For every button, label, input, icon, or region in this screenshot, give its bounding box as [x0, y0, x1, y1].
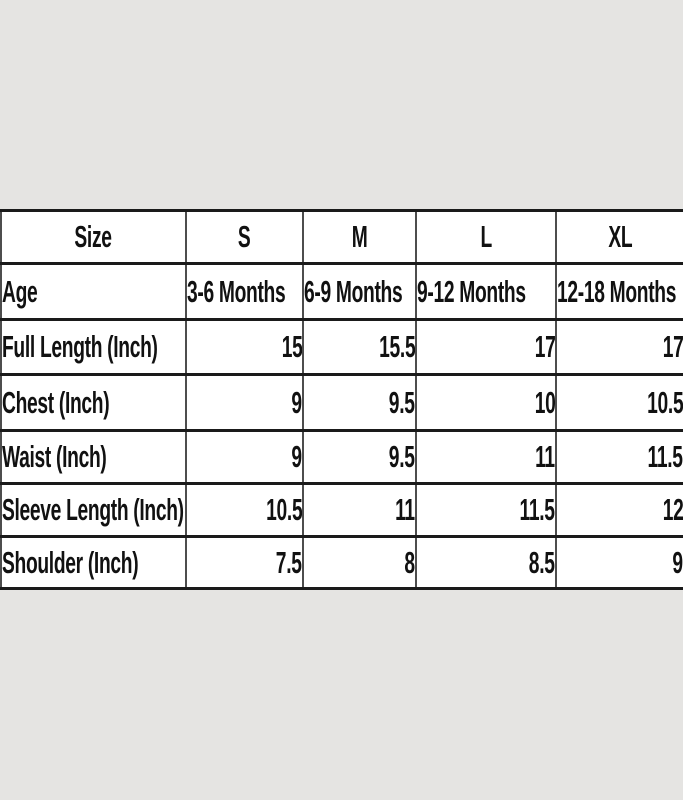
table-cell-waist-l: 11 — [415, 429, 557, 485]
table-cell-waist-xl: 11.5 — [555, 429, 683, 485]
table-cell-shoulder-s: 7.5 — [185, 535, 304, 590]
column-header-label: S — [238, 219, 251, 254]
table-cell-age-l: 9-12 Months — [415, 262, 557, 321]
row-label-age: Age — [0, 262, 187, 321]
table-cell-full-length-xl: 17 — [555, 318, 683, 376]
column-header-s: S — [185, 209, 304, 265]
table-cell-shoulder-l: 8.5 — [415, 535, 557, 590]
table-cell-full-length-m: 15.5 — [302, 318, 417, 376]
table-cell-age-xl: 12-18 Months — [555, 262, 683, 321]
header-row: Size S M L XL — [0, 209, 683, 265]
table-cell-sleeve-length-xl: 12 — [555, 482, 683, 538]
column-header-label: L — [480, 219, 492, 254]
table-row-shoulder: Shoulder (Inch) 7.5 8 8.5 9 — [0, 535, 683, 590]
column-header-label: XL — [608, 219, 632, 254]
table-cell-waist-m: 9.5 — [302, 429, 417, 485]
column-header-label: Size — [74, 219, 113, 254]
table-cell-waist-s: 9 — [185, 429, 304, 485]
table-cell-shoulder-m: 8 — [302, 535, 417, 590]
table-cell-chest-l: 10 — [415, 373, 557, 432]
table-cell-chest-xl: 10.5 — [555, 373, 683, 432]
row-label-shoulder: Shoulder (Inch) — [0, 535, 187, 590]
table-row-sleeve-length: Sleeve Length (Inch) 10.5 11 11.5 12 — [0, 482, 683, 538]
column-header-label: M — [351, 219, 368, 254]
table-cell-full-length-s: 15 — [185, 318, 304, 376]
table-row-age: Age 3-6 Months 6-9 Months 9-12 Months 12… — [0, 262, 683, 321]
table-cell-chest-m: 9.5 — [302, 373, 417, 432]
column-header-size: Size — [0, 209, 187, 265]
table-cell-chest-s: 9 — [185, 373, 304, 432]
table-row-chest: Chest (Inch) 9 9.5 10 10.5 — [0, 373, 683, 432]
row-label-waist: Waist (Inch) — [0, 429, 187, 485]
row-label-full-length: Full Length (Inch) — [0, 318, 187, 376]
column-header-xl: XL — [555, 209, 683, 265]
column-header-l: L — [415, 209, 557, 265]
table-cell-age-s: 3-6 Months — [185, 262, 304, 321]
table-cell-sleeve-length-l: 11.5 — [415, 482, 557, 538]
table-cell-shoulder-xl: 9 — [555, 535, 683, 590]
table-row-waist: Waist (Inch) 9 9.5 11 11.5 — [0, 429, 683, 485]
table-cell-age-m: 6-9 Months — [302, 262, 417, 321]
table-cell-full-length-l: 17 — [415, 318, 557, 376]
row-label-chest: Chest (Inch) — [0, 373, 187, 432]
size-chart-table: Size S M L XL Age 3-6 Months 6-9 Months … — [0, 209, 683, 590]
column-header-m: M — [302, 209, 417, 265]
row-label-sleeve-length: Sleeve Length (Inch) — [0, 482, 187, 538]
table-cell-sleeve-length-m: 11 — [302, 482, 417, 538]
table-cell-sleeve-length-s: 10.5 — [185, 482, 304, 538]
table-row-full-length: Full Length (Inch) 15 15.5 17 17 — [0, 318, 683, 376]
